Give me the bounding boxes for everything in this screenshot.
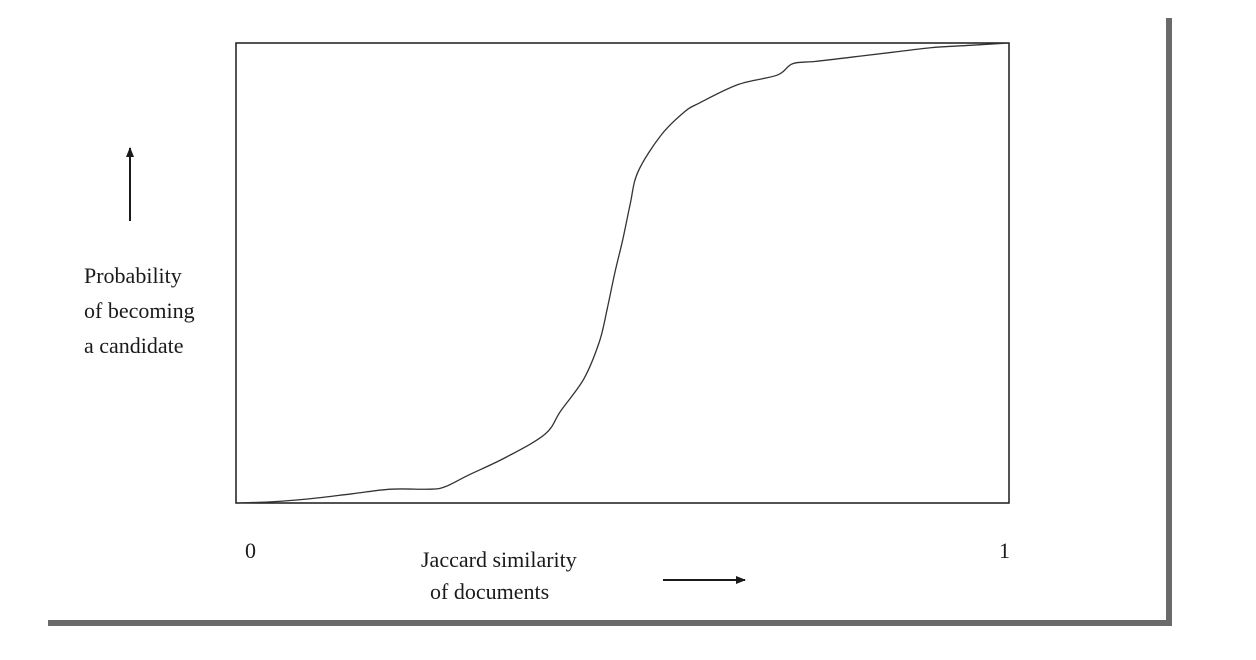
x-axis-label-line-1: Jaccard similarity [421, 547, 577, 572]
y-axis-label-line-3: a candidate [84, 333, 184, 358]
probability-curve [235, 42, 1010, 504]
y-axis-label-line-2: of becoming [84, 298, 195, 323]
x-axis-label-line-2: of documents [430, 579, 549, 604]
page-shadow-right [1166, 18, 1172, 626]
plot-frame [235, 42, 1010, 504]
x-tick-label-0: 0 [245, 538, 256, 563]
x-tick-label-1: 1 [999, 538, 1010, 563]
page-shadow-bottom [48, 620, 1172, 626]
y-axis-label-line-1: Probability [84, 263, 182, 288]
